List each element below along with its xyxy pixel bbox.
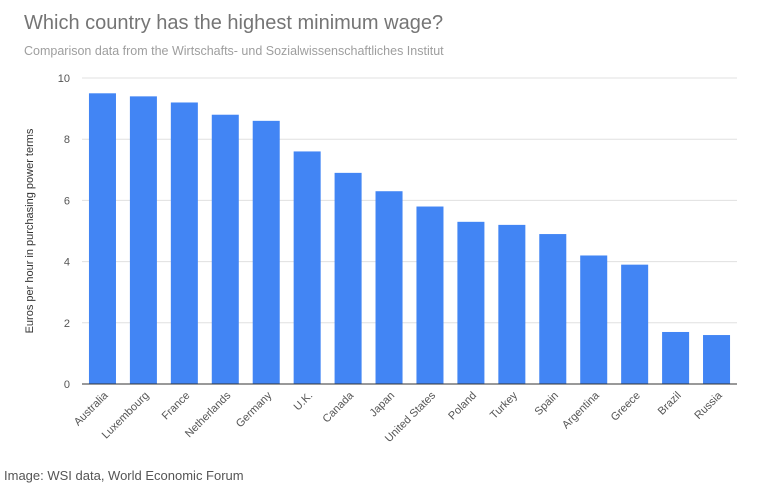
x-tick-label: Turkey — [488, 389, 520, 421]
bar-germany — [252, 120, 280, 384]
x-tick-label: France — [160, 390, 193, 423]
bar-spain — [539, 234, 567, 384]
bars — [88, 93, 731, 385]
x-tick-label: Argentina — [560, 389, 602, 431]
bar-luxembourg — [129, 96, 157, 385]
chart-subtitle: Comparison data from the Wirtschafts- un… — [24, 44, 444, 58]
x-tick-label: Russia — [692, 389, 725, 422]
y-tick-label: 2 — [64, 318, 70, 330]
y-axis-ticks: 0 2 4 6 8 10 — [58, 73, 70, 391]
y-axis-label: Euros per hour in purchasing power terms — [24, 128, 36, 333]
y-tick-label: 6 — [64, 195, 70, 207]
image-credit: Image: WSI data, World Economic Forum — [4, 468, 244, 483]
bar-greece — [621, 264, 649, 384]
y-tick-label: 4 — [64, 257, 70, 269]
bar-brazil — [662, 331, 690, 384]
x-tick-label: Brazil — [656, 390, 684, 418]
bar-france — [170, 102, 198, 384]
x-tick-label: Spain — [533, 390, 561, 418]
bar-united-states — [416, 206, 444, 384]
bar-turkey — [498, 224, 526, 384]
bar-russia — [703, 335, 731, 384]
bar-argentina — [580, 255, 608, 384]
x-tick-label: Australia — [72, 389, 111, 428]
x-tick-label: Canada — [320, 389, 356, 425]
y-tick-label: 8 — [64, 134, 70, 146]
x-tick-label: U.K. — [292, 390, 316, 414]
y-tick-label: 0 — [64, 379, 70, 391]
bar-u-k — [293, 151, 321, 384]
chart-title: Which country has the highest minimum wa… — [24, 12, 444, 34]
x-tick-label: Japan — [367, 390, 397, 420]
bar-netherlands — [211, 114, 239, 384]
bar-poland — [457, 221, 485, 384]
y-tick-label: 10 — [58, 73, 70, 85]
bar-japan — [375, 191, 403, 384]
bar-australia — [88, 93, 116, 385]
x-tick-label: Germany — [234, 389, 275, 430]
x-tick-label: Greece — [609, 390, 643, 424]
bar-canada — [334, 172, 362, 384]
x-tick-label: Poland — [446, 390, 479, 423]
